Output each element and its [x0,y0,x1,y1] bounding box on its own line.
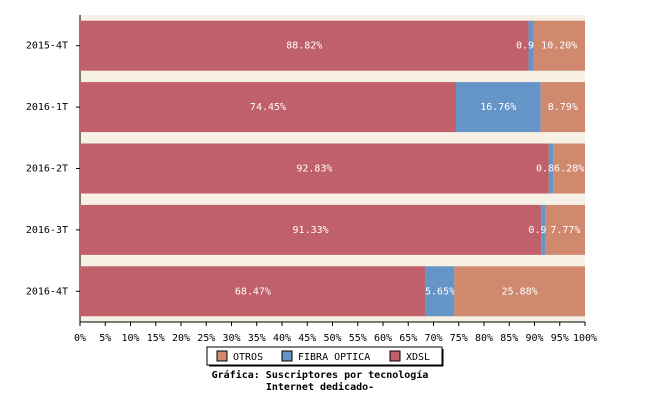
x-tick-label: 10% [121,333,139,344]
x-tick-label: 30% [222,333,240,344]
x-tick-label: 40% [273,333,291,344]
x-tick-label: 100% [573,333,597,344]
bar-segment [80,266,426,317]
y-tick-label: 2016-4T [26,286,68,297]
x-tick-label: 65% [399,333,417,344]
y-tick-label: 2016-2T [26,164,68,175]
value-label: 0.98% [516,41,546,52]
legend-swatch [281,350,293,362]
x-tick-label: 70% [424,333,442,344]
legend-swatch [216,350,228,362]
bar-segment [548,143,554,194]
value-label: 10.20% [541,41,577,52]
chart-subtitle: Internet dedicado- [266,381,374,393]
x-tick-label: 35% [248,333,266,344]
value-label: 6.28% [554,164,584,175]
legend-label: OTROS [233,352,263,363]
bar-segment [553,143,585,194]
legend-label: XDSL [406,352,430,363]
x-tick-label: 15% [147,333,165,344]
value-label: 16.76% [480,102,516,113]
value-label: 7.77% [550,225,580,236]
x-tick-label: 0% [74,333,86,344]
bar-segment [540,82,585,133]
value-label: 74.45% [250,102,286,113]
value-label: 0.88% [536,164,566,175]
value-label: 5.65% [425,286,455,297]
bar-segment [541,204,546,255]
bar-segment [80,143,549,194]
value-label: 88.82% [286,41,322,52]
legend-box [206,346,443,366]
x-tick-label: 90% [525,333,543,344]
x-tick-label: 75% [450,333,468,344]
x-tick-label: 5% [99,333,111,344]
bar-segment [80,204,542,255]
value-label: 8.79% [548,102,578,113]
y-tick-label: 2015-4T [26,41,68,52]
legend-label: FIBRA OPTICA [298,352,370,363]
chart-title: Gráfica: Suscriptores por tecnología [212,369,429,381]
x-tick-label: 55% [349,333,367,344]
value-label: 25.88% [502,286,538,297]
bar-segment [545,204,585,255]
bar-segment [80,82,456,133]
legend-swatch [389,350,401,362]
x-tick-label: 25% [197,333,215,344]
value-label: 92.83% [296,164,332,175]
bar-segment [528,20,534,71]
x-tick-label: 85% [500,333,518,344]
bar-segment [425,266,455,317]
bar-segment [454,266,585,317]
x-tick-label: 60% [374,333,392,344]
bar-segment [455,82,541,133]
y-tick-label: 2016-1T [26,102,68,113]
value-label: 91.33% [293,225,329,236]
value-label: 0.90% [528,225,558,236]
x-tick-label: 50% [323,333,341,344]
x-tick-label: 80% [475,333,493,344]
x-tick-label: 45% [298,333,316,344]
x-tick-label: 95% [551,333,569,344]
y-tick-label: 2016-3T [26,225,68,236]
bar-segment [533,20,585,71]
value-label: 68.47% [235,286,271,297]
x-tick-label: 20% [172,333,190,344]
bar-segment [80,20,529,71]
